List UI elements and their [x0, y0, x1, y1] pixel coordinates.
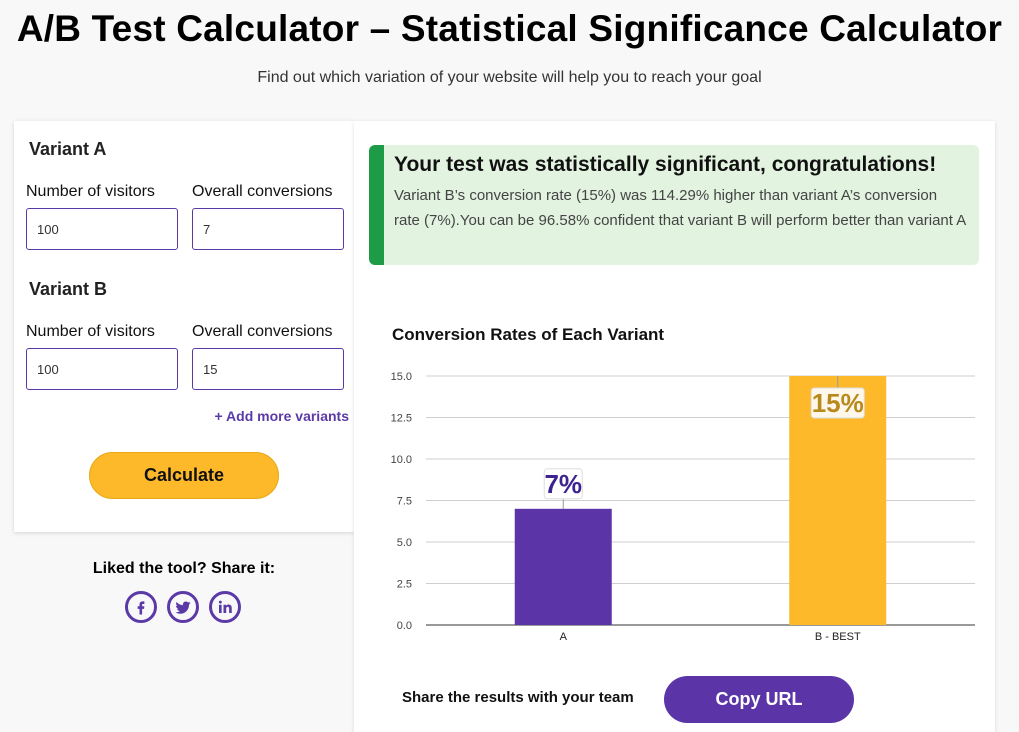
- bar: [514, 508, 612, 625]
- variant-b-title: Variant B: [29, 279, 108, 299]
- x-tick-label: B - BEST: [815, 631, 861, 643]
- calculator-form: Variant A Number of visitors Overall con…: [14, 121, 354, 532]
- variant-b-visitors-label: Number of visitors: [26, 323, 155, 340]
- variant-a-visitors-input[interactable]: [26, 208, 178, 250]
- variant-b-visitors-input[interactable]: [26, 348, 178, 390]
- x-tick-label: A: [560, 631, 568, 643]
- y-tick-label: 5.0: [397, 537, 412, 549]
- variant-a-conversions-label: Overall conversions: [192, 183, 333, 200]
- share-results-label: Share the results with your team: [402, 689, 634, 706]
- y-tick-label: 0.0: [397, 620, 412, 632]
- results-panel: Your test was statistically significant,…: [354, 121, 995, 732]
- conversion-rate-chart: 0.0 2.5 5.0 7.5 10.0 12.5 15.0 A 7% B - BEST 15%: [391, 371, 975, 643]
- add-variants-link[interactable]: + Add more variants: [214, 408, 349, 424]
- y-tick-label: 2.5: [397, 579, 412, 591]
- chart-title: Conversion Rates of Each Variant: [392, 325, 665, 344]
- y-tick-label: 7.5: [397, 496, 412, 508]
- data-label: 15%: [812, 388, 864, 418]
- calculate-button[interactable]: Calculate: [89, 452, 279, 499]
- data-label-box: [543, 468, 583, 500]
- y-tick-label: 10.0: [391, 454, 412, 466]
- linkedin-icon[interactable]: [209, 591, 241, 623]
- copy-url-button[interactable]: Copy URL: [664, 676, 854, 723]
- result-text: Variant B’s conversion rate (15%) was 11…: [394, 187, 967, 229]
- y-tick-label: 15.0: [391, 371, 412, 383]
- variant-a-title: Variant A: [29, 139, 107, 159]
- share-title: Liked the tool? Share it:: [92, 560, 276, 577]
- significance-result-box: Your test was statistically significant,…: [369, 145, 979, 265]
- result-title: Your test was statistically significant,…: [394, 153, 937, 176]
- data-label: 7%: [544, 469, 582, 499]
- variant-a-visitors-label: Number of visitors: [26, 183, 155, 200]
- twitter-icon[interactable]: [167, 591, 199, 623]
- variant-b-conversions-input[interactable]: [192, 348, 344, 390]
- variant-a-conversions-input[interactable]: [192, 208, 344, 250]
- page-title: A/B Test Calculator – Statistical Signif…: [16, 8, 1003, 49]
- variant-b-conversions-label: Overall conversions: [192, 323, 333, 340]
- facebook-icon[interactable]: [125, 591, 157, 623]
- page-subtitle: Find out which variation of your website…: [257, 69, 762, 86]
- data-label-box: [810, 387, 865, 419]
- y-tick-label: 12.5: [391, 413, 412, 425]
